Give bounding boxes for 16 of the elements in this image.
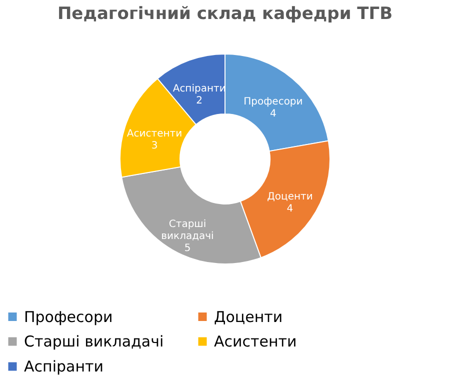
legend-label: Аспіранти bbox=[24, 358, 104, 376]
legend-label: Асистенти bbox=[214, 332, 297, 350]
slice-label: Доценти bbox=[267, 192, 313, 202]
slice-label: Старші викладачі bbox=[161, 218, 214, 242]
legend-label: Доценти bbox=[214, 308, 283, 326]
legend-label: Старші викладачі bbox=[24, 332, 164, 350]
data-label: 4 bbox=[270, 108, 276, 120]
slice-label: Професори bbox=[244, 96, 303, 108]
chart-title: Педагогічний склад кафедри ТГВ bbox=[57, 4, 393, 24]
data-label: 2 bbox=[196, 96, 203, 107]
data-label: 5 bbox=[184, 242, 191, 254]
data-label: 3 bbox=[151, 140, 158, 152]
slice-label: Асистенти bbox=[126, 128, 182, 140]
legend-label: Професори bbox=[24, 308, 113, 326]
slice-label: Аспіранти bbox=[172, 84, 226, 95]
data-label: 4 bbox=[286, 204, 294, 214]
